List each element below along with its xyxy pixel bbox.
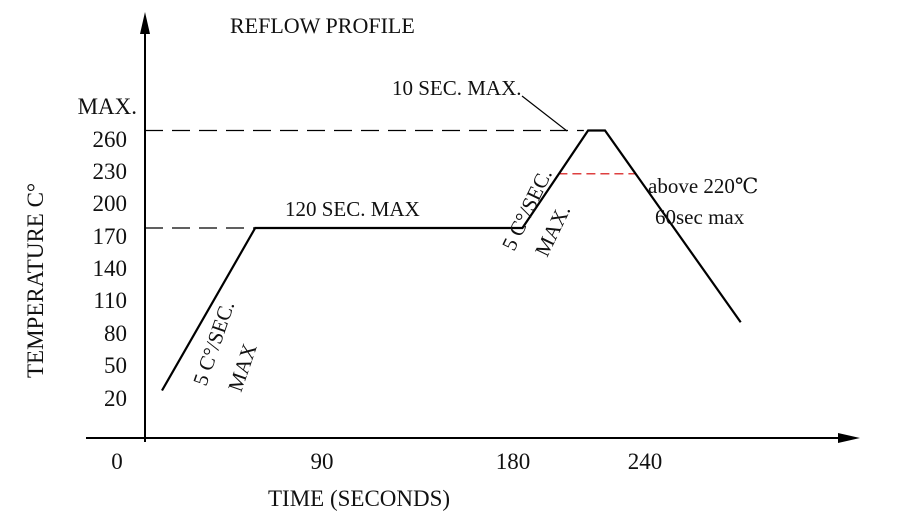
chart-title: REFLOW PROFILE [230, 13, 415, 38]
y-tick-label: 80 [104, 321, 127, 346]
y-tick-label: 230 [93, 159, 128, 184]
annotation-ramp-rate-1-max: MAX [223, 340, 262, 394]
x-tick-label: 240 [628, 449, 663, 474]
profile-line [161, 129, 742, 392]
y-tick-label: 110 [93, 288, 127, 313]
y-axis-label: TEMPERATURE C° [23, 183, 48, 378]
annotation-leader [521, 95, 568, 132]
annotation-above-220: above 220℃ [648, 174, 758, 198]
x-tick-label: 0 [111, 449, 123, 474]
x-axis-label: TIME (SECONDS) [268, 486, 450, 511]
y-tick-label: 50 [104, 353, 127, 378]
annotation-60sec-max: 60sec max [655, 205, 745, 229]
annotation-10-sec-max: 10 SEC. MAX. [392, 76, 522, 100]
y-tick-label: 20 [104, 386, 127, 411]
x-axis-arrow [838, 433, 860, 443]
y-axis-arrow [140, 12, 150, 34]
y-tick-label: MAX. [78, 94, 137, 119]
x-tick-label: 90 [311, 449, 334, 474]
y-tick-label: 200 [93, 191, 128, 216]
y-tick-label: 140 [93, 256, 128, 281]
x-tick-label: 180 [496, 449, 531, 474]
y-tick-label: 170 [93, 224, 128, 249]
y-tick-label: 260 [93, 127, 128, 152]
annotation-120-sec-max: 120 SEC. MAX [285, 197, 420, 221]
